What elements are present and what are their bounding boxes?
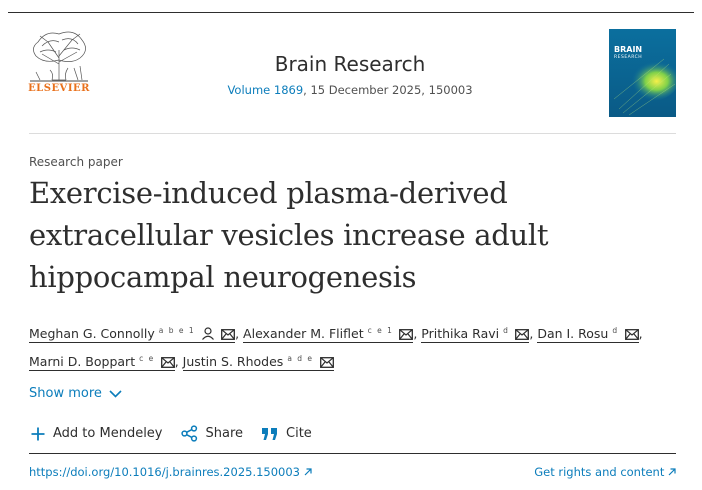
doi-label: https://doi.org/10.1016/j.brainres.2025.…	[29, 465, 301, 479]
rights-label: Get rights and content	[534, 465, 665, 479]
author-affiliation: d	[503, 326, 510, 335]
envelope-icon	[399, 329, 414, 341]
external-arrow-icon	[304, 468, 312, 476]
journal-issue-info: Volume 1869, 15 December 2025, 150003	[170, 83, 530, 97]
issue-date: , 15 December 2025, 150003	[303, 83, 473, 97]
volume-link[interactable]: Volume 1869	[227, 83, 304, 97]
author-name: Marni D. Boppart	[29, 354, 136, 370]
author-affiliation: c e 1	[367, 326, 394, 335]
quote-icon	[262, 427, 278, 440]
actions-divider	[29, 453, 676, 454]
envelope-icon	[624, 329, 639, 341]
article-actions: Add to Mendeley Share Cite	[31, 425, 330, 442]
add-to-mendeley-label: Add to Mendeley	[53, 426, 163, 441]
author-list: Meghan G. Connolly a b e 1 , Alexander M…	[29, 326, 643, 372]
plus-icon	[31, 427, 45, 440]
author-name: Alexander M. Fliflet	[243, 326, 364, 342]
header-divider	[29, 133, 676, 134]
journal-title[interactable]: Brain Research	[274, 52, 426, 76]
elsevier-tree-logo[interactable]	[28, 28, 90, 98]
show-more-button[interactable]: Show more	[29, 386, 122, 401]
envelope-icon	[515, 329, 530, 341]
author-link[interactable]: Marni D. Boppart c e	[29, 354, 175, 372]
external-arrow-icon	[668, 468, 676, 476]
article-title: Exercise-induced plasma-derived extracel…	[29, 176, 549, 294]
author-link[interactable]: Prithika Ravi d	[421, 326, 530, 344]
author-affiliation: a d e	[287, 354, 314, 364]
rights-link[interactable]: Get rights and content	[534, 465, 676, 479]
share-label: Share	[205, 426, 244, 441]
add-to-mendeley-button[interactable]: Add to Mendeley	[31, 426, 163, 441]
top-rule	[8, 12, 694, 13]
author-name: Meghan G. Connolly	[29, 326, 155, 342]
cover-title: BRAIN	[614, 45, 643, 54]
article-type: Research paper	[29, 155, 123, 169]
envelope-icon	[160, 357, 175, 369]
journal-header: ELSEVIER Brain Research Volume 1869, 15 …	[0, 0, 702, 135]
cover-subtitle: RESEARCH	[614, 55, 643, 60]
author-link[interactable]: Meghan G. Connolly a b e 1	[29, 326, 236, 344]
author-affiliation: a b e 1	[158, 326, 196, 335]
journal-cover[interactable]: BRAIN RESEARCH	[609, 29, 676, 117]
author-link[interactable]: Alexander M. Fliflet c e 1	[243, 326, 414, 344]
author-affiliation: d	[612, 326, 619, 335]
author-name: Prithika Ravi	[421, 326, 500, 342]
envelope-icon	[221, 329, 236, 341]
author-name: Justin S. Rhodes	[182, 354, 284, 370]
share-icon	[180, 425, 197, 442]
envelope-icon	[319, 357, 334, 369]
show-more-label: Show more	[29, 386, 102, 401]
cite-button[interactable]: Cite	[261, 426, 312, 441]
cover-image	[609, 29, 676, 117]
author-link[interactable]: Justin S. Rhodes a d e	[182, 354, 334, 372]
share-button[interactable]: Share	[180, 425, 244, 442]
publisher-name: ELSEVIER	[28, 83, 90, 94]
author-affiliation: c e	[139, 354, 155, 364]
author-name: Dan I. Rosu	[537, 326, 609, 342]
person-icon	[202, 327, 215, 341]
author-link[interactable]: Dan I. Rosu d	[537, 326, 639, 344]
doi-link[interactable]: https://doi.org/10.1016/j.brainres.2025.…	[29, 465, 312, 479]
chevron-down-icon	[109, 389, 122, 398]
cite-label: Cite	[286, 426, 312, 441]
